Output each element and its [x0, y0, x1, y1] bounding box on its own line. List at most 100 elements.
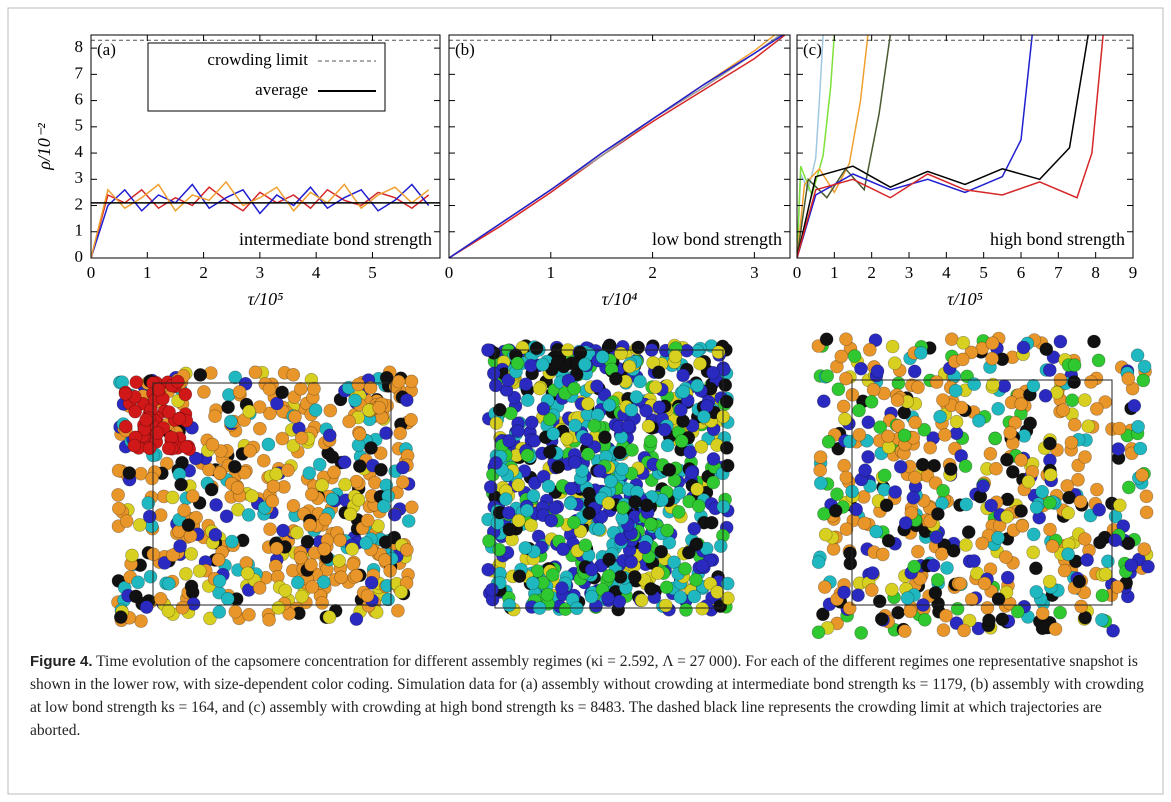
particle [179, 440, 193, 454]
particle [689, 537, 704, 552]
particle [584, 589, 599, 604]
x-tick-label: 0 [87, 263, 96, 282]
particle [834, 349, 849, 364]
particle [161, 441, 176, 456]
plot [91, 39, 440, 258]
particle [986, 377, 1000, 392]
particle [237, 465, 252, 480]
particle [564, 481, 578, 496]
particle [874, 612, 889, 626]
particle [1039, 342, 1054, 357]
particle [964, 345, 979, 360]
particle [720, 576, 735, 591]
sim-box [494, 349, 724, 609]
caption: Figure 4. Time evolution of the capsomer… [30, 650, 1145, 742]
particle [378, 535, 393, 549]
particle [348, 393, 362, 408]
particle [162, 405, 176, 419]
particle [821, 434, 836, 449]
particle [1014, 453, 1029, 467]
particle [851, 588, 865, 603]
particle [134, 614, 148, 628]
particle [1053, 605, 1067, 620]
y-axis-label: ρ/10⁻² [34, 123, 54, 171]
particle [869, 524, 884, 539]
particle [590, 379, 604, 394]
particle [940, 561, 954, 575]
x-tick-label: 2 [867, 263, 876, 282]
particle [1133, 441, 1148, 456]
particle [818, 527, 833, 542]
x-tick-label: 4 [312, 263, 321, 282]
particle [288, 409, 302, 424]
particle [970, 566, 984, 581]
particle [625, 443, 639, 457]
particle [1003, 425, 1018, 440]
particle [290, 575, 305, 590]
series-line [797, 35, 869, 258]
y-tick-label: 6 [75, 89, 84, 108]
particle [1122, 480, 1136, 495]
particle [1110, 580, 1124, 594]
sim-box [851, 379, 1113, 606]
particle [831, 382, 846, 397]
particle [1056, 403, 1070, 418]
particle [177, 503, 191, 518]
particle [1035, 484, 1049, 499]
particle [628, 495, 642, 509]
particle [1078, 393, 1092, 407]
y-tick-label: 1 [75, 221, 84, 240]
particle [842, 601, 857, 616]
particle [891, 376, 906, 391]
particle [127, 438, 142, 453]
particle [1108, 533, 1122, 548]
particle [917, 612, 932, 627]
particle [151, 382, 166, 397]
x-tick-label: 5 [979, 263, 988, 282]
particle [399, 393, 414, 408]
annotation: intermediate bond strength [239, 229, 432, 249]
particle [720, 458, 735, 473]
particle [241, 508, 256, 522]
particle [676, 368, 690, 383]
particle [601, 591, 615, 605]
particle [598, 430, 612, 445]
particle [1135, 468, 1149, 482]
particle [307, 381, 321, 396]
particle [813, 463, 828, 478]
particle [1000, 509, 1014, 524]
particle [877, 468, 892, 483]
particle [150, 426, 165, 440]
particle [501, 506, 516, 520]
particle [520, 503, 534, 518]
particle [221, 400, 235, 415]
particle [676, 414, 690, 428]
particle [205, 437, 220, 452]
particle [293, 550, 308, 565]
particle [622, 359, 637, 374]
particle [300, 534, 315, 549]
annotation: high bond strength [990, 229, 1125, 249]
x-tick-label: 0 [445, 263, 454, 282]
particle [935, 547, 949, 561]
particle [560, 431, 574, 446]
particle [322, 610, 337, 624]
particle [488, 378, 503, 393]
particle [391, 603, 405, 618]
series-line [797, 35, 836, 258]
particle [839, 470, 854, 485]
particle [903, 604, 918, 619]
particle [1043, 436, 1057, 451]
particle [678, 561, 692, 576]
particle [1078, 532, 1092, 546]
particle [983, 446, 998, 461]
particle [1137, 359, 1152, 374]
particle [633, 374, 647, 389]
legend-box [147, 42, 386, 112]
particle [1029, 561, 1043, 576]
particle [1127, 398, 1142, 413]
x-tick-label: 2 [199, 263, 208, 282]
plot-frame [796, 34, 1134, 259]
particle [881, 533, 896, 548]
